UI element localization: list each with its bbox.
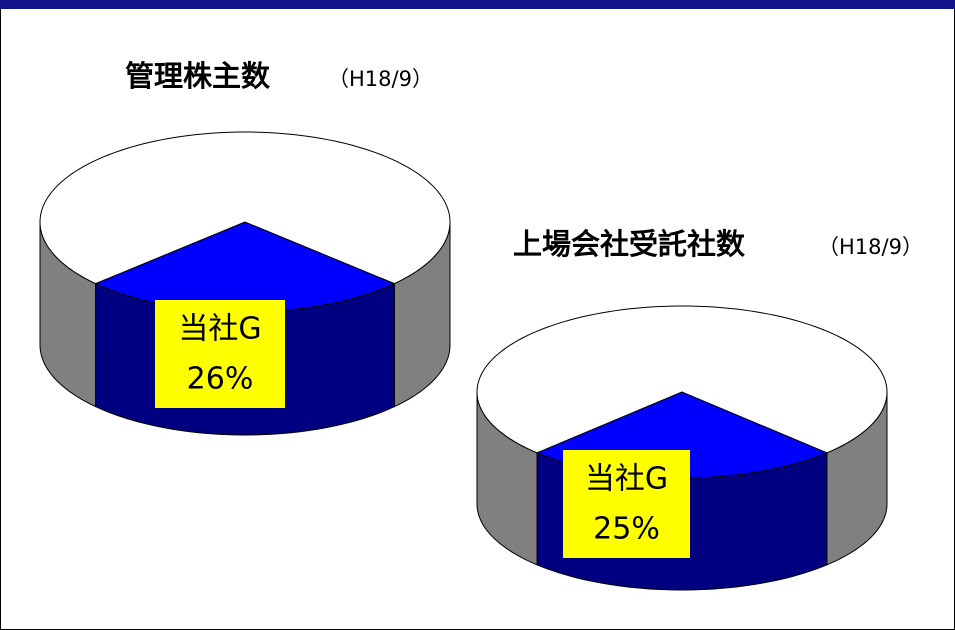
- label-box: [155, 300, 285, 408]
- slice-label: 当社G: [178, 312, 261, 347]
- pie-slice: [39, 131, 451, 285]
- label-box: [563, 450, 690, 558]
- chart-title: 管理株主数: [125, 59, 271, 93]
- pie-slice: [476, 305, 888, 454]
- top-bar: [0, 0, 955, 9]
- chart-subtitle: （H18/9）: [818, 235, 923, 259]
- slice-label: 当社G: [585, 462, 668, 497]
- value-label: 25%: [593, 512, 660, 547]
- chart-title: 上場会社受託社数: [513, 227, 746, 261]
- chart-subtitle: （H18/9）: [328, 67, 433, 91]
- value-label: 26%: [187, 362, 254, 397]
